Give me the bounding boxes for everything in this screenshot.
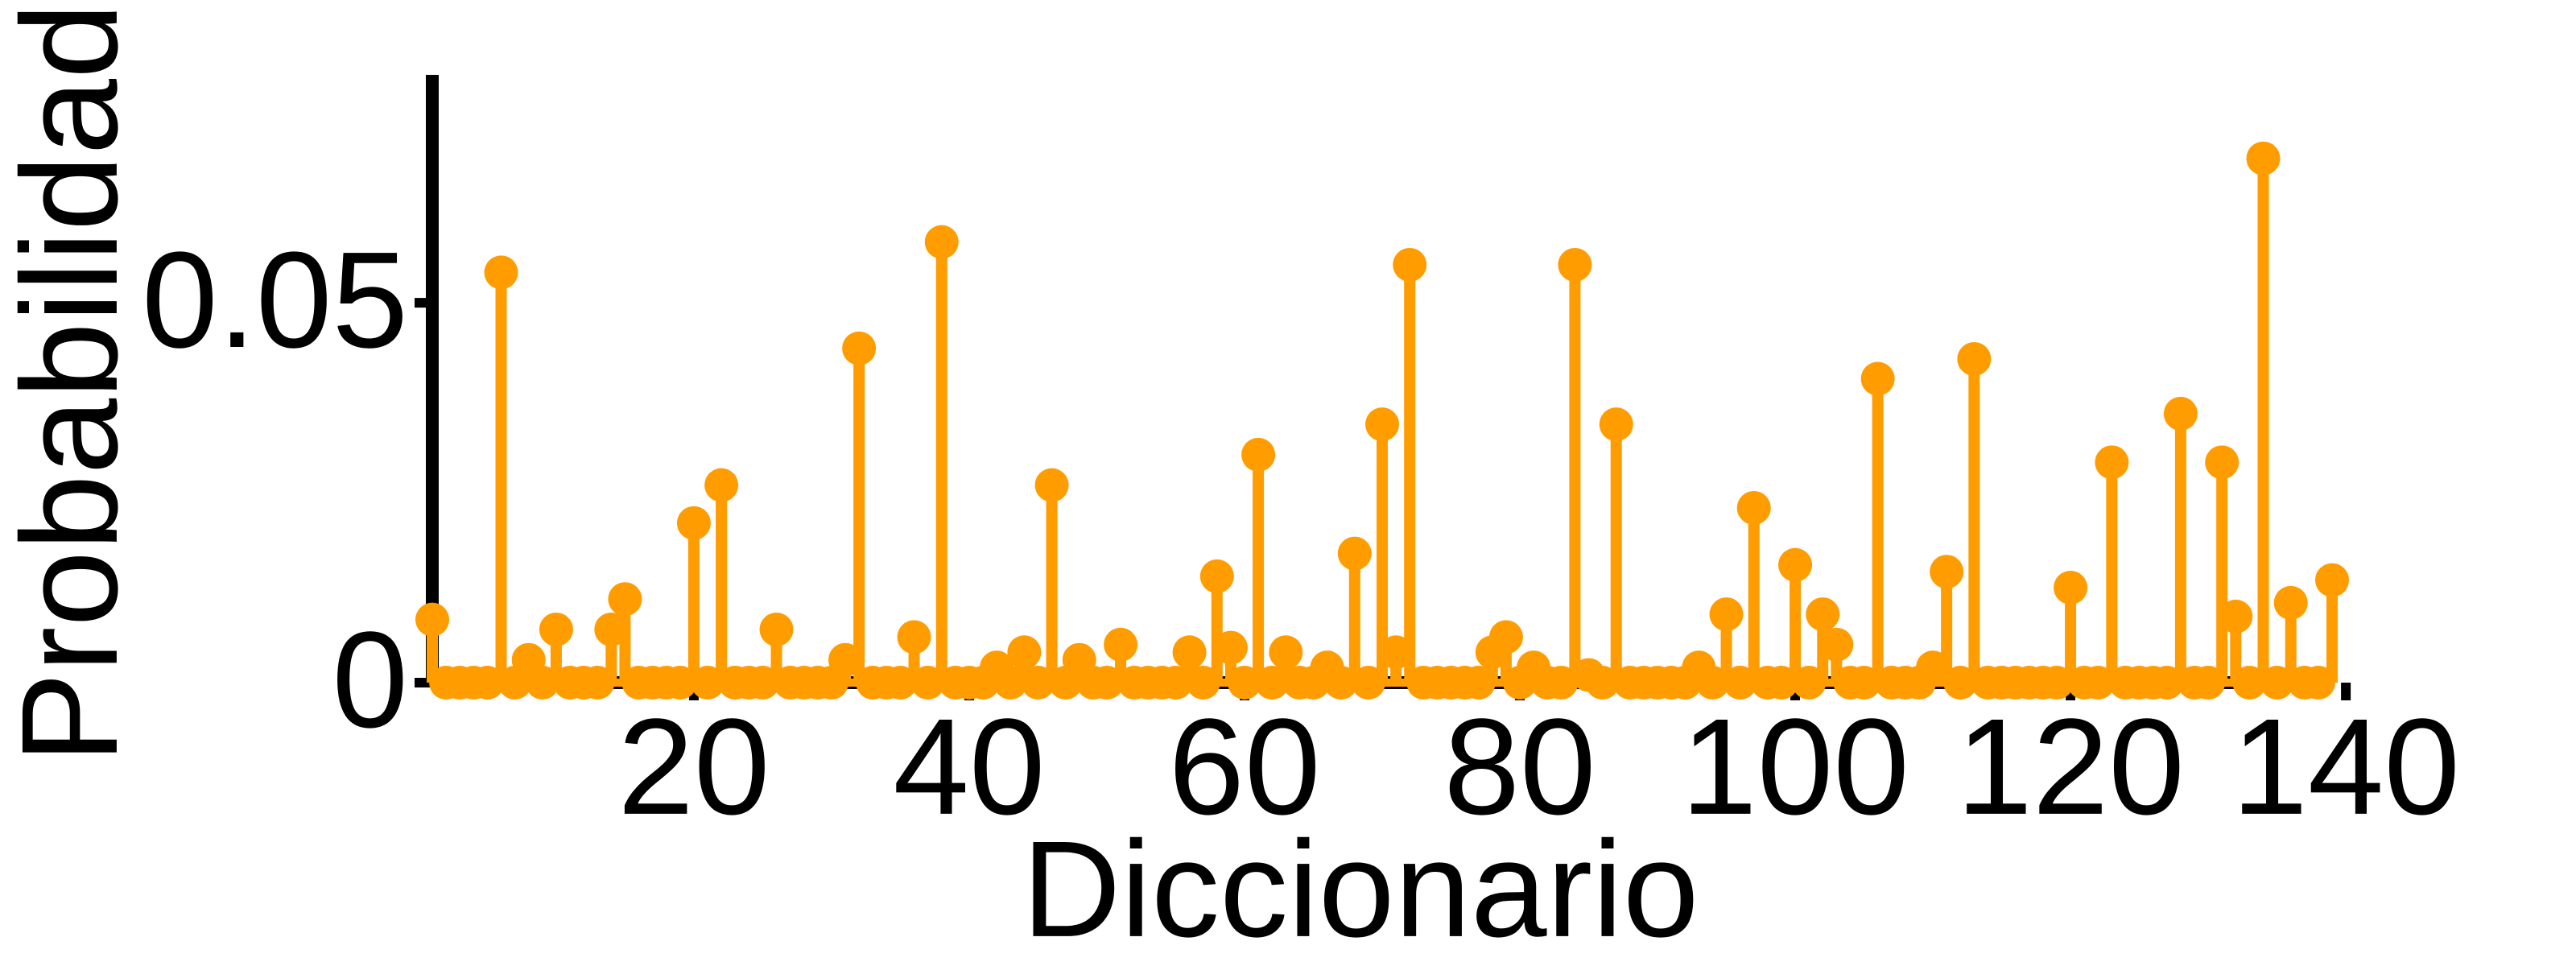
- stem-marker: [1379, 635, 1414, 670]
- stem-marker: [525, 666, 559, 700]
- x-axis-label: Diccionario: [1022, 813, 1699, 966]
- stem-marker: [1709, 597, 1744, 632]
- stem-marker: [1695, 666, 1730, 700]
- stem-marker: [1778, 547, 1813, 582]
- stem-marker: [704, 468, 739, 502]
- stem-marker: [539, 612, 573, 646]
- stem-marker: [2149, 666, 2184, 700]
- stem-marker: [470, 666, 505, 700]
- x-tick-label: 100: [1681, 691, 1909, 844]
- x-tick-label: 80: [1443, 691, 1596, 844]
- stem-marker: [415, 602, 449, 637]
- stem-marker: [1819, 627, 1854, 662]
- stem-marker: [1764, 666, 1798, 700]
- stem-marker: [484, 255, 518, 290]
- stem-marker: [2232, 666, 2267, 700]
- y-tick-label: 0: [332, 604, 408, 757]
- stem-marker: [1199, 559, 1234, 593]
- stem-marker: [2260, 666, 2294, 700]
- stem-marker: [1585, 666, 1620, 700]
- stem-marker: [1186, 666, 1220, 700]
- stem-marker: [883, 666, 918, 700]
- stem-marker: [1599, 407, 1633, 442]
- y-tick-label: 0.05: [142, 224, 408, 377]
- stem-marker: [2039, 666, 2074, 700]
- stem-marker: [1393, 247, 1427, 282]
- x-tick-label: 60: [1168, 691, 1320, 844]
- stem-marker: [1337, 536, 1372, 571]
- stem-marker: [2315, 563, 2349, 597]
- x-tick-label: 20: [617, 691, 770, 844]
- stem-marker: [1213, 630, 1248, 665]
- stem-marker: [1104, 627, 1138, 662]
- x-tick-label: 140: [2231, 691, 2460, 844]
- stem-marker: [2054, 571, 2088, 605]
- stem-marker: [2273, 585, 2308, 620]
- stem-marker: [1351, 666, 1385, 700]
- y-axis-label: Probabilidad: [0, 2, 147, 763]
- stem-marker: [2205, 445, 2240, 480]
- stem-marker: [1021, 666, 1055, 700]
- stem-marker: [1007, 635, 1042, 670]
- stem-marker: [897, 620, 931, 654]
- stem-marker: [1930, 555, 1964, 589]
- stem-marker: [663, 666, 697, 700]
- stem-marker: [1544, 666, 1579, 700]
- stem-marker: [1488, 620, 1523, 654]
- stem-marker: [2246, 141, 2281, 175]
- stem-marker: [608, 582, 642, 617]
- stem-marker: [1736, 490, 1771, 525]
- stem-marker: [2095, 445, 2129, 480]
- stem-marker: [1227, 666, 1261, 700]
- stem-marker: [993, 666, 1028, 700]
- x-tick-label: 120: [1956, 691, 2185, 844]
- stem-marker: [1323, 666, 1358, 700]
- stem-marker: [1255, 666, 1290, 700]
- stem-marker: [924, 225, 959, 259]
- stem-marker: [2301, 666, 2335, 700]
- stem-marker: [1365, 407, 1399, 442]
- stem-marker: [1723, 666, 1757, 700]
- stem-marker: [1172, 635, 1207, 670]
- stem-marker: [580, 666, 615, 700]
- stem-marker: [1461, 666, 1496, 700]
- stem-marker: [2219, 599, 2253, 634]
- stem-marker: [759, 612, 794, 646]
- stem-marker: [1860, 361, 1895, 396]
- stem-marker: [1241, 437, 1276, 472]
- stem-marker: [1158, 666, 1193, 700]
- stem-marker: [910, 666, 945, 700]
- stem-marker: [594, 612, 629, 646]
- x-tick-label: 40: [893, 691, 1045, 844]
- stem-marker: [2163, 396, 2198, 431]
- stem-marker: [1269, 635, 1303, 670]
- stem-marker: [1792, 666, 1827, 700]
- stem-marker: [1943, 666, 1978, 700]
- stem-marker: [842, 331, 877, 365]
- stem-marker: [1089, 666, 1124, 700]
- stem-marker: [2191, 666, 2226, 700]
- stem-marker: [1806, 597, 1840, 632]
- stem-marker: [1916, 650, 1951, 685]
- stem-marker: [828, 642, 863, 677]
- stem-marker: [676, 506, 711, 540]
- stem-marker: [2081, 666, 2116, 700]
- stem-marker: [1558, 247, 1592, 282]
- stem-marker: [1034, 468, 1069, 502]
- stem-marker: [691, 666, 725, 700]
- stem-marker: [1847, 666, 1881, 700]
- stem-marker: [1957, 341, 1992, 376]
- stem-marker: [745, 666, 780, 700]
